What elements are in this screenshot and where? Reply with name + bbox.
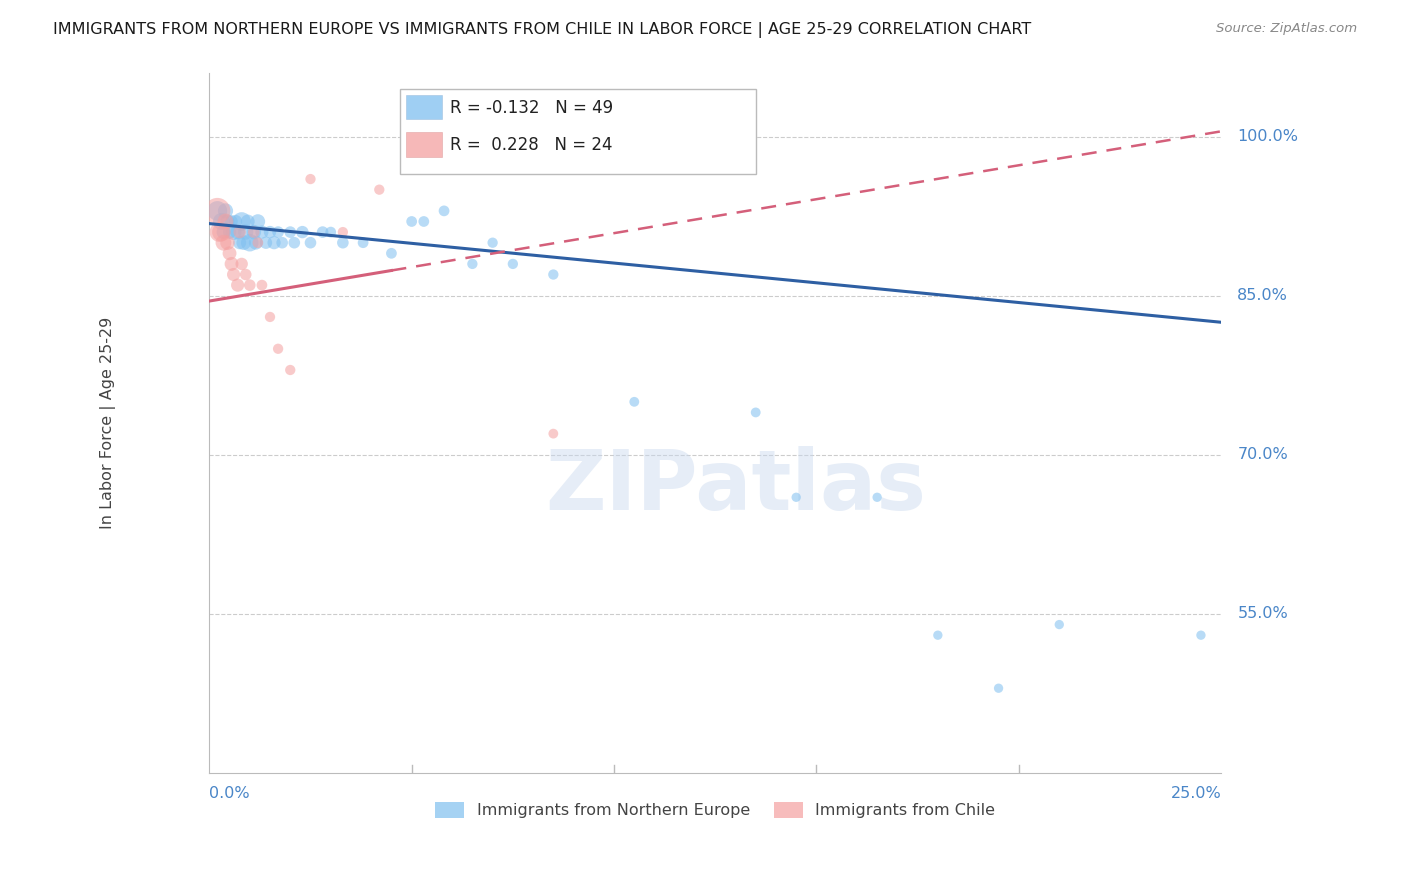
Point <box>299 235 322 250</box>
Point <box>232 235 254 250</box>
Point <box>401 214 423 228</box>
Point <box>239 235 262 250</box>
Point <box>222 225 245 239</box>
Point <box>1047 617 1070 632</box>
Text: R =  0.228   N = 24: R = 0.228 N = 24 <box>450 136 613 154</box>
FancyBboxPatch shape <box>405 95 441 120</box>
Point <box>217 214 239 228</box>
Point <box>278 225 301 239</box>
Point <box>235 225 257 239</box>
Point <box>250 278 273 293</box>
Point <box>207 203 229 218</box>
Point <box>212 225 235 239</box>
Point <box>246 235 269 250</box>
Point <box>246 214 269 228</box>
Text: 55.0%: 55.0% <box>1237 607 1288 622</box>
Point <box>228 225 250 239</box>
Point <box>481 235 503 250</box>
Legend: Immigrants from Northern Europe, Immigrants from Chile: Immigrants from Northern Europe, Immigra… <box>429 796 1001 824</box>
Point <box>209 225 232 239</box>
Point <box>267 225 290 239</box>
Point <box>502 257 524 271</box>
Text: 0.0%: 0.0% <box>209 786 250 801</box>
Point <box>271 235 294 250</box>
Point <box>221 257 243 271</box>
Point <box>239 278 262 293</box>
Point <box>209 214 232 228</box>
Point <box>225 214 247 228</box>
Text: In Labor Force | Age 25-29: In Labor Force | Age 25-29 <box>100 317 117 529</box>
Point <box>231 257 253 271</box>
Text: 100.0%: 100.0% <box>1237 129 1298 145</box>
Point <box>380 246 402 260</box>
Point <box>368 183 391 197</box>
Point <box>208 225 231 239</box>
FancyBboxPatch shape <box>405 132 441 157</box>
FancyBboxPatch shape <box>399 89 755 174</box>
Point <box>352 235 374 250</box>
Point <box>214 203 236 218</box>
Text: 70.0%: 70.0% <box>1237 448 1288 462</box>
Point <box>623 394 645 409</box>
Point <box>267 342 290 356</box>
Point <box>283 235 305 250</box>
Point <box>332 225 354 239</box>
Point <box>218 225 240 239</box>
Text: Source: ZipAtlas.com: Source: ZipAtlas.com <box>1216 22 1357 36</box>
Point <box>785 490 807 504</box>
Point <box>987 681 1010 696</box>
Point <box>259 225 281 239</box>
Point <box>332 235 354 250</box>
Point <box>433 203 456 218</box>
Text: 85.0%: 85.0% <box>1237 288 1288 303</box>
Point <box>259 310 281 324</box>
Point <box>228 235 250 250</box>
Point <box>278 363 301 377</box>
Point <box>235 268 257 282</box>
Text: IMMIGRANTS FROM NORTHERN EUROPE VS IMMIGRANTS FROM CHILE IN LABOR FORCE | AGE 25: IMMIGRANTS FROM NORTHERN EUROPE VS IMMIG… <box>53 22 1032 38</box>
Point <box>866 490 889 504</box>
Point <box>543 268 565 282</box>
Point <box>299 172 322 186</box>
Point <box>744 405 766 419</box>
Text: 25.0%: 25.0% <box>1170 786 1222 801</box>
Point <box>221 214 243 228</box>
Point <box>1189 628 1212 642</box>
Point <box>212 235 235 250</box>
Point <box>543 426 565 441</box>
Point <box>412 214 434 228</box>
Point <box>250 225 273 239</box>
Point <box>927 628 949 642</box>
Point <box>207 203 229 218</box>
Point <box>218 246 240 260</box>
Point <box>222 268 245 282</box>
Point <box>231 214 253 228</box>
Point <box>461 257 484 271</box>
Point <box>263 235 285 250</box>
Point <box>291 225 314 239</box>
Point <box>245 235 267 250</box>
Point <box>311 225 333 239</box>
Text: ZIPatlas: ZIPatlas <box>546 446 927 527</box>
Point <box>226 225 249 239</box>
Point <box>236 214 259 228</box>
Point <box>243 225 266 239</box>
Text: R = -0.132   N = 49: R = -0.132 N = 49 <box>450 98 613 117</box>
Point <box>226 278 249 293</box>
Point <box>319 225 342 239</box>
Point <box>243 225 266 239</box>
Point <box>214 214 236 228</box>
Point <box>217 235 239 250</box>
Point <box>254 235 277 250</box>
